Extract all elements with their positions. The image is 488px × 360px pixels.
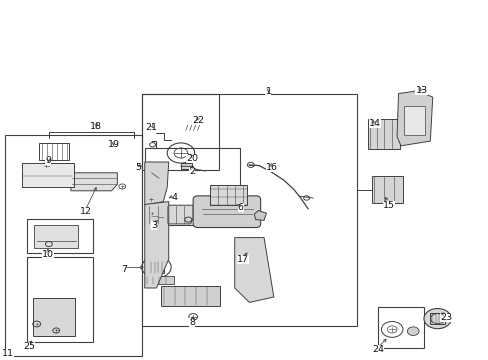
Bar	[27, 257, 93, 342]
Text: 11: 11	[2, 349, 14, 358]
Bar	[210, 185, 246, 205]
Text: 4: 4	[171, 193, 177, 202]
Bar	[34, 225, 78, 248]
Polygon shape	[396, 91, 432, 146]
Bar	[39, 143, 69, 160]
Bar	[161, 286, 220, 306]
Bar	[142, 94, 356, 326]
Text: 18: 18	[90, 122, 102, 131]
Bar	[377, 307, 423, 348]
Text: 9: 9	[45, 156, 51, 165]
Text: 12: 12	[80, 207, 91, 216]
Bar	[404, 106, 424, 135]
Text: 20: 20	[186, 154, 198, 163]
Text: 2: 2	[189, 166, 195, 176]
FancyBboxPatch shape	[193, 196, 260, 228]
Bar	[33, 298, 75, 336]
Text: 17: 17	[237, 256, 248, 264]
Text: 10: 10	[42, 251, 54, 259]
Polygon shape	[146, 205, 193, 224]
Bar	[367, 119, 399, 149]
Bar	[144, 148, 240, 225]
Bar	[149, 262, 163, 273]
Text: 1: 1	[265, 87, 271, 96]
Bar	[371, 176, 403, 203]
Text: 25: 25	[23, 342, 35, 351]
Bar	[27, 219, 93, 253]
Polygon shape	[234, 238, 273, 302]
Bar	[5, 135, 142, 356]
Bar	[181, 163, 191, 169]
Circle shape	[423, 309, 450, 329]
Text: 22: 22	[192, 116, 203, 125]
Text: 13: 13	[415, 86, 427, 95]
Text: 3: 3	[151, 220, 157, 230]
Text: 16: 16	[265, 163, 277, 172]
Text: 21: 21	[145, 123, 157, 132]
Text: 24: 24	[371, 346, 383, 354]
Bar	[429, 313, 444, 324]
Text: 6: 6	[237, 203, 243, 212]
Text: 23: 23	[439, 313, 451, 322]
Circle shape	[407, 327, 418, 336]
Text: 7: 7	[121, 266, 127, 275]
Text: 19: 19	[107, 140, 119, 149]
Bar	[142, 94, 219, 170]
Polygon shape	[254, 211, 266, 220]
Bar	[144, 276, 174, 284]
Polygon shape	[144, 202, 168, 288]
Polygon shape	[71, 173, 117, 191]
Text: 5: 5	[135, 163, 141, 172]
Text: 15: 15	[382, 201, 394, 210]
Bar	[21, 163, 74, 187]
Text: 8: 8	[189, 318, 195, 327]
Text: 14: 14	[368, 119, 380, 128]
Polygon shape	[144, 162, 168, 205]
